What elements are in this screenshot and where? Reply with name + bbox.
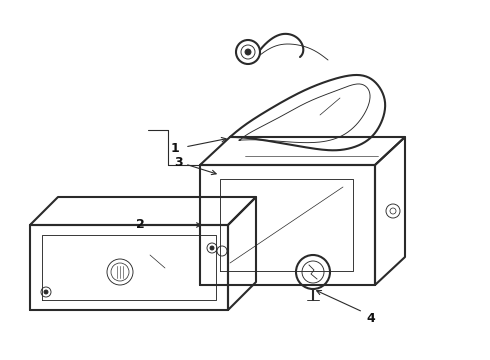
Text: 4: 4 bbox=[367, 311, 375, 324]
Circle shape bbox=[245, 49, 251, 55]
Circle shape bbox=[44, 290, 48, 294]
Circle shape bbox=[210, 246, 214, 250]
Text: 2: 2 bbox=[136, 219, 145, 231]
Text: 1: 1 bbox=[171, 141, 179, 154]
Text: 3: 3 bbox=[173, 156, 182, 168]
